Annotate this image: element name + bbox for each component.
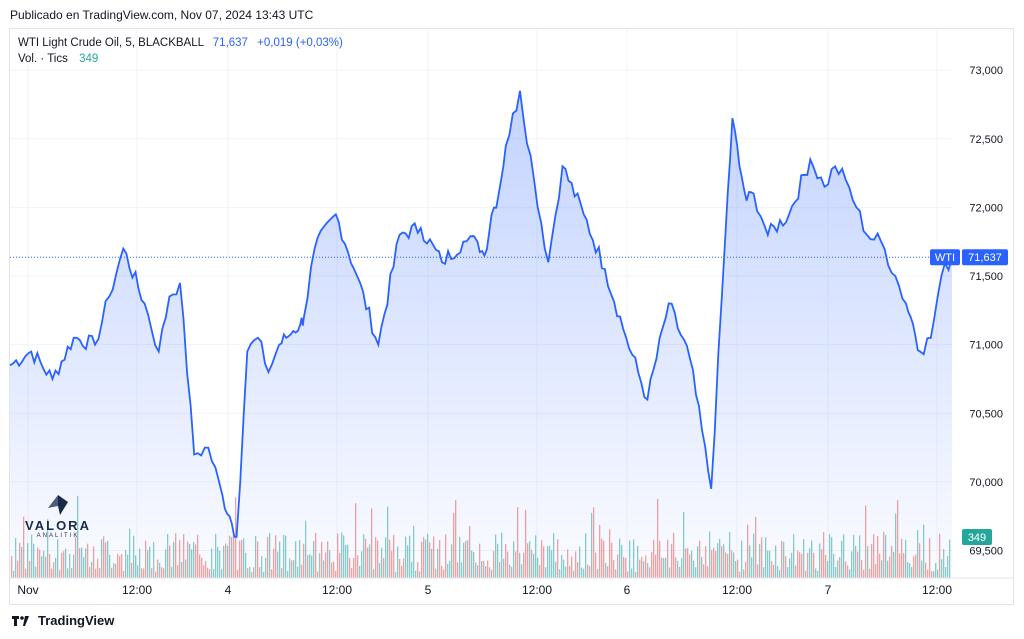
symbol-title[interactable]: WTI Light Crude Oil, 5, BLACKBALL <box>18 37 204 49</box>
footer-brand-label: TradingView <box>38 613 115 628</box>
price-tag-value: 71,637 <box>968 252 1002 264</box>
last-price: 71,637 <box>212 37 248 49</box>
x-tick-label: 12:00 <box>322 583 352 597</box>
y-tick-label: 72,500 <box>969 134 1003 146</box>
price-tag-symbol-bg <box>930 249 960 266</box>
volume-tag-value: 349 <box>968 532 986 544</box>
published-caption: Publicado en TradingView.com, Nov 07, 20… <box>10 8 314 22</box>
valora-watermark: VALORA ANALITIK <box>20 494 96 539</box>
price-tag-symbol: WTI <box>935 252 955 264</box>
volume-value: 349 <box>79 53 99 65</box>
price-area <box>10 90 952 579</box>
x-tick-label: 6 <box>624 583 631 597</box>
y-tick-label: 69,500 <box>969 546 1003 558</box>
y-tick-label: 70,500 <box>969 408 1003 420</box>
x-tick-label: 5 <box>425 583 432 597</box>
y-tick-label: 70,000 <box>969 477 1003 489</box>
x-tick-label: 7 <box>825 583 832 597</box>
x-tick-label: 12:00 <box>722 583 752 597</box>
y-tick-label: 72,000 <box>969 202 1003 214</box>
chart-legend: WTI Light Crude Oil, 5, BLACKBALL 71,637… <box>18 35 343 67</box>
x-tick-label: Nov <box>17 583 38 597</box>
tradingview-logo-icon <box>12 615 29 626</box>
chart-frame[interactable] <box>9 28 1014 605</box>
volume-label[interactable]: Vol. · Tics <box>18 53 68 65</box>
x-tick-label: 4 <box>225 583 232 597</box>
price-axis[interactable]: 73,000 72,500 72,000 71,500 71,000 70,500 70,0… <box>969 65 1003 557</box>
x-tick-label: 12:00 <box>922 583 952 597</box>
footer-brand[interactable]: TradingView <box>12 613 114 628</box>
y-tick-label: 71,500 <box>969 271 1003 283</box>
y-tick-label: 73,000 <box>969 65 1003 77</box>
price-tag-value-bg <box>962 249 1008 266</box>
x-tick-label: 12:00 <box>122 583 152 597</box>
watermark-sub: ANALITIK <box>36 533 80 539</box>
x-tick-label: 12:00 <box>522 583 552 597</box>
price-tags: WTI 71,637 349 <box>930 249 1008 545</box>
price-line <box>9 90 953 538</box>
time-axis[interactable]: Nov 12:00 4 12:00 5 12:00 6 12:00 7 12:00 <box>10 577 1014 597</box>
watermark-name: VALORA <box>25 518 91 533</box>
volume-tag-bg <box>962 529 992 545</box>
valora-logo-icon <box>48 495 68 515</box>
price-change: +0,019 (+0,03%) <box>257 37 343 49</box>
y-tick-label: 71,000 <box>969 340 1003 352</box>
